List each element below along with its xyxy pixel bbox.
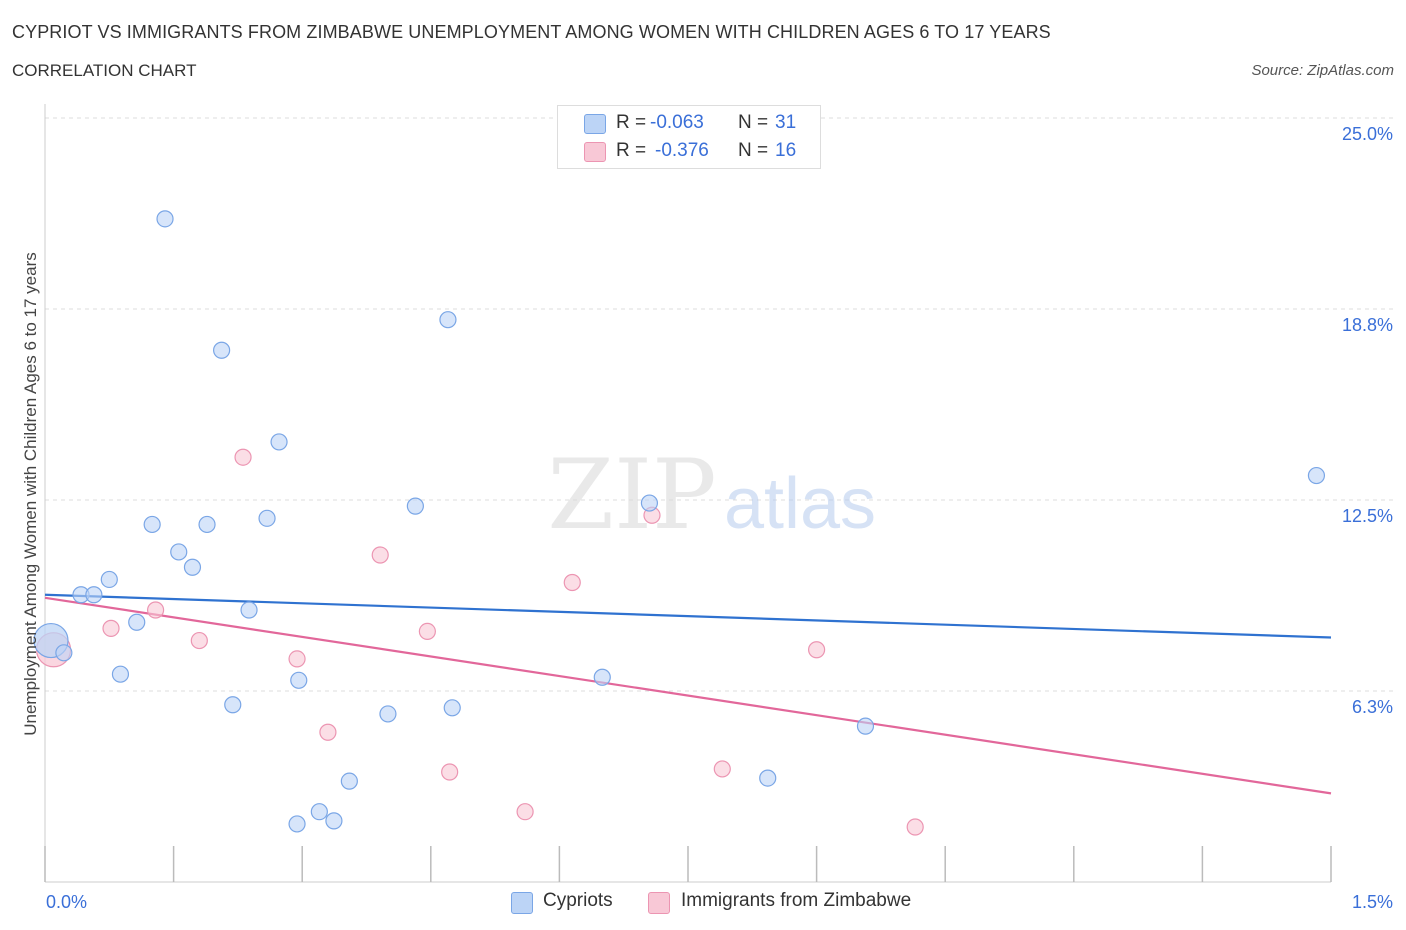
point-cypriots: [224, 696, 242, 714]
point-cypriots: [170, 543, 188, 561]
point-zimbabwe: [288, 650, 306, 668]
r-value: -0.063: [650, 112, 704, 133]
correlation-legend: R = -0.063 N = 31 R = -0.376 N = 16: [557, 105, 821, 169]
y-axis-title: Unemployment Among Women with Children A…: [21, 252, 40, 736]
point-zimbabwe: [807, 641, 826, 659]
x-tick-label: 0.0%: [46, 892, 87, 912]
point-zimbabwe: [563, 573, 581, 592]
y-tick-label: 18.8%: [1342, 315, 1393, 335]
point-cypriots: [379, 705, 397, 723]
point-cypriots: [55, 644, 73, 662]
point-cypriots: [288, 815, 306, 833]
watermark-atlas: atlas: [724, 464, 876, 544]
trend-lines: [44, 593, 1332, 795]
point-zimbabwe: [713, 760, 731, 778]
r-label: R =: [616, 112, 647, 133]
r-label: R =: [616, 140, 647, 161]
point-cypriots: [258, 509, 276, 527]
point-cypriots: [593, 668, 611, 686]
point-zimbabwe: [418, 622, 436, 641]
point-cypriots: [183, 558, 202, 576]
point-cypriots: [640, 494, 659, 512]
point-cypriots: [111, 665, 130, 683]
y-tick-label: 12.5%: [1342, 506, 1393, 526]
point-zimbabwe: [371, 546, 389, 564]
legend-row-cypriots: R = -0.063 N = 31: [558, 110, 820, 138]
point-cypriots: [240, 601, 258, 619]
trend-line-zimbabwe: [44, 596, 1332, 795]
point-cypriots: [100, 570, 118, 589]
point-cypriots: [290, 671, 308, 689]
axis-labels: 6.3% 12.5% 18.8% 25.0% 0.0% 1.5% Unemployment …: [21, 124, 1393, 912]
point-zimbabwe: [441, 763, 459, 781]
source-note: Source: ZipAtlas.com: [1251, 62, 1394, 79]
r-value: -0.376: [655, 140, 709, 161]
point-cypriots: [85, 586, 103, 604]
point-cypriots: [1307, 466, 1326, 485]
chart-subtitle: CORRELATION CHART: [12, 61, 197, 80]
point-cypriots: [759, 769, 777, 787]
n-value: 31: [775, 112, 797, 133]
watermark-zip: ZIP: [547, 439, 716, 551]
x-tick-label: 1.5%: [1352, 892, 1393, 912]
point-cypriots: [270, 433, 288, 451]
point-zimbabwe: [906, 818, 924, 836]
y-tick-label: 6.3%: [1352, 697, 1393, 717]
point-cypriots: [439, 311, 457, 329]
point-cypriots: [156, 210, 174, 228]
pink-swatch-icon: [648, 892, 670, 914]
blue-swatch-icon: [511, 892, 533, 914]
trend-line-cypriots: [44, 593, 1332, 639]
point-zimbabwe: [319, 723, 337, 741]
data-points: [33, 210, 1326, 836]
n-value: 16: [775, 140, 797, 161]
legend-label-cypriots: Cypriots: [543, 890, 613, 911]
blue-swatch-icon: [584, 114, 606, 134]
point-zimbabwe: [146, 601, 165, 619]
point-cypriots: [443, 699, 461, 717]
point-cypriots: [406, 497, 424, 515]
point-zimbabwe: [102, 619, 120, 637]
point-zimbabwe: [190, 631, 208, 650]
point-cypriots: [856, 717, 875, 735]
point-cypriots: [213, 341, 231, 359]
point-zimbabwe: [516, 803, 534, 821]
point-cypriots: [143, 515, 161, 534]
point-cypriots: [340, 772, 358, 790]
point-zimbabwe: [234, 448, 252, 466]
y-tick-label: 25.0%: [1342, 124, 1393, 144]
n-label: N =: [738, 112, 769, 133]
legend-label-zimbabwe: Immigrants from Zimbabwe: [681, 890, 912, 911]
point-cypriots: [310, 803, 328, 821]
legend-row-zimbabwe: R = -0.376 N = 16: [558, 138, 820, 166]
axes: [44, 104, 1332, 883]
n-label: N =: [738, 140, 769, 161]
chart-title: CYPRIOT VS IMMIGRANTS FROM ZIMBABWE UNEM…: [12, 22, 1051, 42]
pink-swatch-icon: [584, 142, 606, 162]
point-cypriots: [325, 812, 343, 830]
point-cypriots: [198, 515, 216, 534]
point-cypriots: [128, 613, 146, 631]
